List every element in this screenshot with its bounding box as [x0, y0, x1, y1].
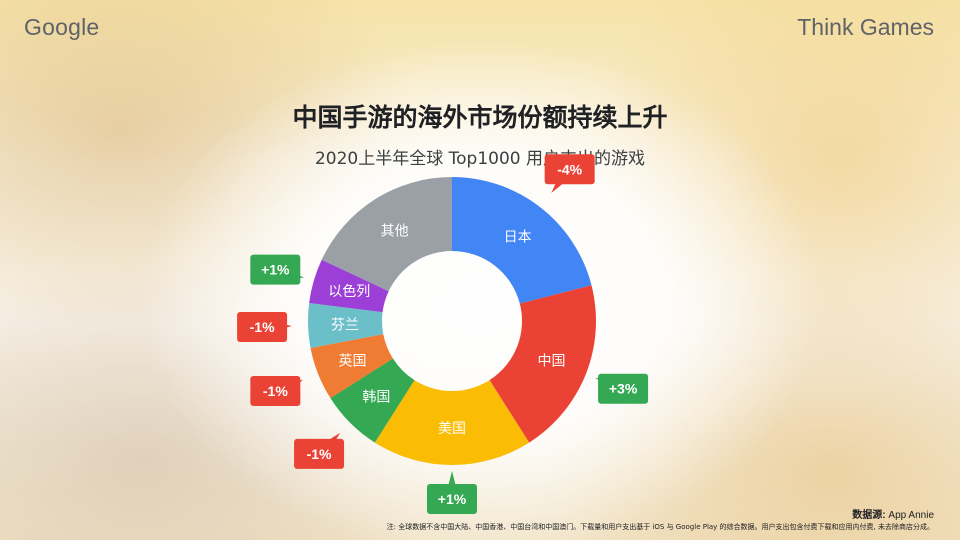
- change-badge: +3%: [595, 373, 649, 404]
- change-badge: -1%: [250, 375, 304, 406]
- pie-slice: [330, 358, 415, 443]
- change-label: -1%: [307, 446, 332, 462]
- change-badge: -4%: [544, 154, 595, 193]
- chart-title: 中国手游的海外市场份额持续上升: [292, 103, 668, 132]
- slice-label: 芬兰: [331, 317, 359, 333]
- slice-label: 韩国: [362, 390, 390, 406]
- badge-box: [250, 254, 301, 285]
- source-value: App Annie: [885, 510, 934, 521]
- badge-box: [544, 154, 595, 185]
- data-source: 数据源: App Annie: [852, 506, 934, 521]
- slice-label: 英国: [339, 352, 367, 369]
- change-badge: +1%: [250, 254, 305, 285]
- pie-slice: [309, 259, 389, 313]
- google-logo: Google: [24, 14, 100, 40]
- change-badge: +1%: [427, 471, 477, 514]
- change-badge: -1%: [237, 311, 293, 342]
- badge-box: [237, 311, 288, 342]
- badge-box: [598, 373, 649, 404]
- change-label: -1%: [250, 319, 275, 335]
- slice-label: 以色列: [328, 283, 370, 300]
- pie-slice: [308, 302, 384, 348]
- pie-slice: [489, 285, 596, 443]
- change-label: +3%: [609, 381, 638, 397]
- pie-slice: [310, 334, 393, 399]
- pie-slice: [321, 177, 452, 292]
- source-label: 数据源:: [852, 510, 886, 521]
- pie-slice: [452, 177, 592, 304]
- pie-slice: [374, 380, 530, 465]
- slice-label: 中国: [537, 353, 565, 369]
- badge-box: [294, 438, 345, 469]
- badge-box: [250, 375, 301, 406]
- slice-label: 其他: [381, 224, 409, 240]
- footnote: 注: 全球数据不含中国大陆、中国香港、中国台湾和中国澳门。下载量和用户支出基于 …: [386, 523, 934, 531]
- change-label: -1%: [263, 383, 288, 399]
- change-label: +1%: [438, 491, 467, 507]
- badge-box: [427, 484, 477, 514]
- change-badge: -1%: [294, 432, 345, 469]
- slice-label: 美国: [438, 421, 466, 437]
- think-games-logo: Think Games: [797, 14, 934, 40]
- slice-label: 日本: [504, 229, 532, 245]
- change-label: -4%: [557, 161, 582, 177]
- change-label: +1%: [261, 262, 290, 278]
